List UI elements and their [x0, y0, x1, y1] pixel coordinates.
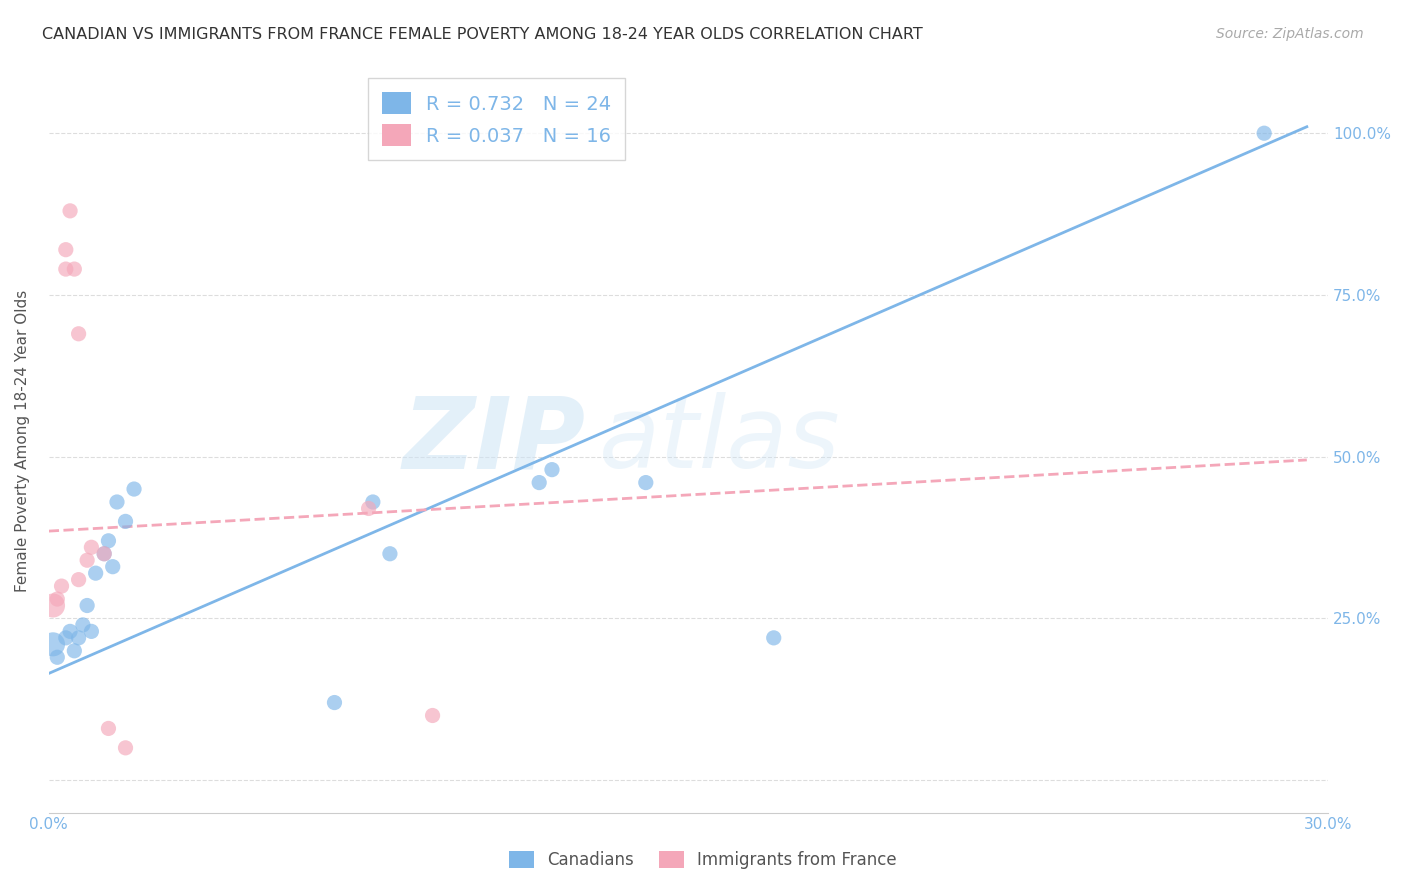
Text: ZIP: ZIP [404, 392, 586, 489]
Point [323, 696, 346, 710]
Point [361, 495, 384, 509]
Point [72, 618, 94, 632]
Text: Source: ZipAtlas.com: Source: ZipAtlas.com [1216, 27, 1364, 41]
Y-axis label: Female Poverty Among 18-24 Year Olds: Female Poverty Among 18-24 Year Olds [15, 289, 30, 591]
Legend: R = 0.732   N = 24, R = 0.037   N = 16: R = 0.732 N = 24, R = 0.037 N = 16 [368, 78, 626, 160]
Text: CANADIAN VS IMMIGRANTS FROM FRANCE FEMALE POVERTY AMONG 18-24 YEAR OLDS CORRELAT: CANADIAN VS IMMIGRANTS FROM FRANCE FEMAL… [42, 27, 922, 42]
Point [101, 559, 124, 574]
Point [541, 463, 564, 477]
Point [55, 631, 77, 645]
Point [67, 326, 90, 341]
Point [527, 475, 550, 490]
Point [93, 547, 115, 561]
Point [42, 599, 65, 613]
Point [634, 475, 657, 490]
Point [357, 501, 380, 516]
Point [93, 547, 115, 561]
Point [114, 740, 136, 755]
Point [51, 579, 73, 593]
Point [63, 644, 86, 658]
Point [105, 495, 128, 509]
Point [67, 573, 90, 587]
Text: atlas: atlas [599, 392, 841, 489]
Point [84, 566, 107, 581]
Point [122, 482, 145, 496]
Point [422, 708, 444, 723]
Point [46, 592, 69, 607]
Point [42, 637, 65, 651]
Point [55, 262, 77, 277]
Point [76, 599, 98, 613]
Point [46, 650, 69, 665]
Point [55, 243, 77, 257]
Point [80, 624, 103, 639]
Point [80, 541, 103, 555]
Point [97, 722, 120, 736]
Point [762, 631, 785, 645]
Point [67, 631, 90, 645]
Point [114, 515, 136, 529]
Point [76, 553, 98, 567]
Point [63, 262, 86, 277]
Legend: Canadians, Immigrants from France: Canadians, Immigrants from France [499, 841, 907, 880]
Point [97, 533, 120, 548]
Point [59, 203, 82, 218]
Point [1253, 126, 1275, 140]
Point [378, 547, 401, 561]
Point [59, 624, 82, 639]
